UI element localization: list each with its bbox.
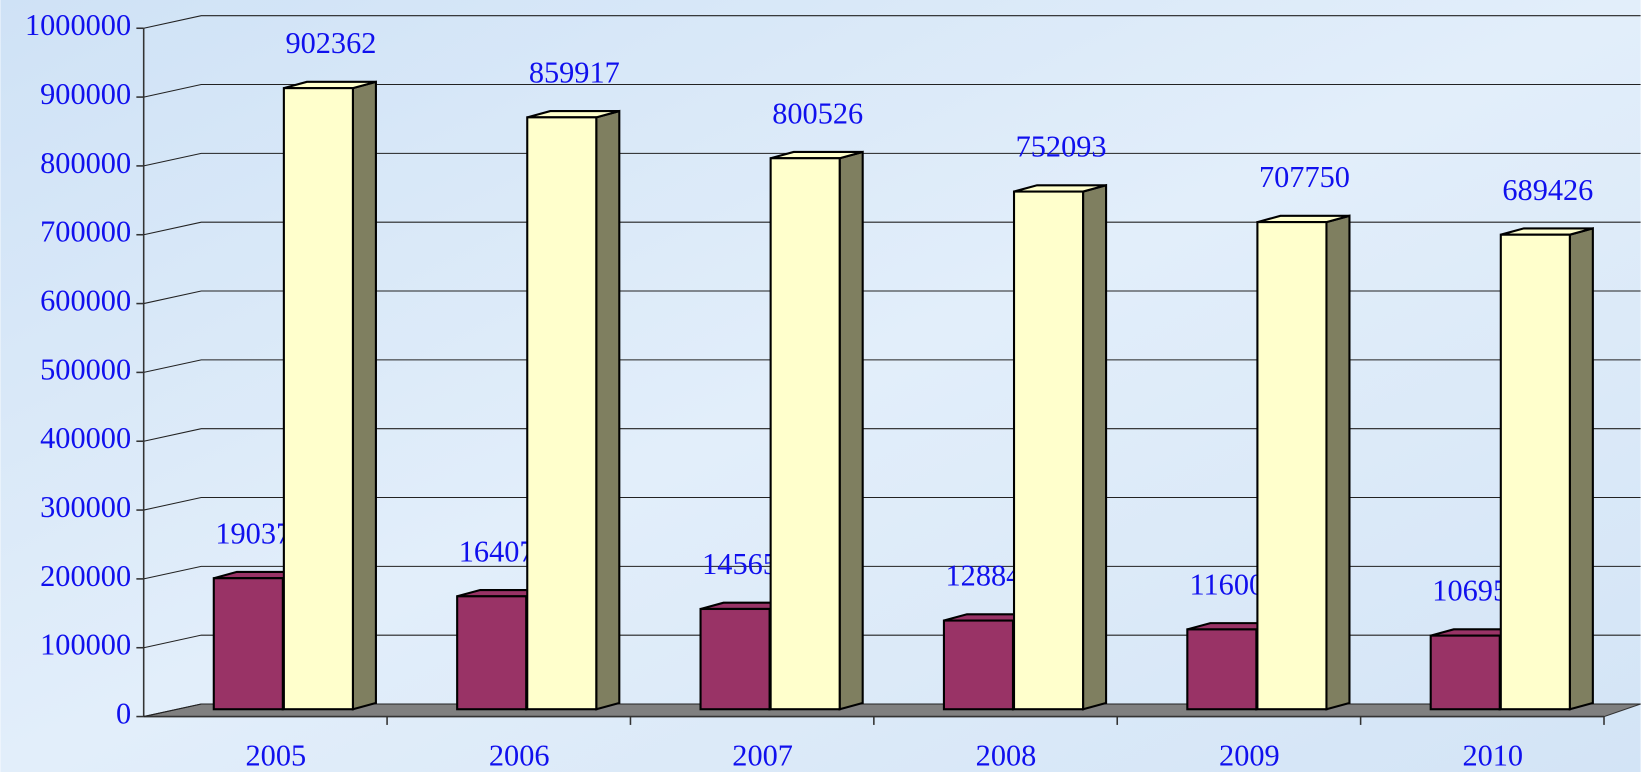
- y-tick-label: 200000: [40, 559, 131, 593]
- y-tick-label: 700000: [40, 215, 131, 249]
- x-tick-label: 2006: [489, 738, 550, 772]
- bar: [769, 157, 841, 711]
- grid-line: [143, 290, 1641, 305]
- bar: [282, 87, 354, 711]
- bar-side: [1568, 227, 1594, 711]
- x-tick-label: 2008: [976, 738, 1037, 772]
- y-tick-label: 300000: [40, 490, 131, 524]
- grid-line: [143, 703, 1641, 718]
- bar: [212, 577, 284, 711]
- grid-line: [143, 496, 1641, 511]
- data-label: 800526: [772, 96, 863, 130]
- data-label: 902362: [285, 26, 376, 60]
- data-label: 859917: [529, 55, 620, 89]
- x-tick-label: 2005: [246, 738, 307, 772]
- grid-line: [143, 634, 1641, 649]
- bar: [942, 619, 1015, 711]
- y-tick-label: 400000: [40, 421, 131, 455]
- bar: [526, 116, 598, 711]
- grid-line: [143, 359, 1641, 373]
- bar: [456, 595, 528, 711]
- bar: [1256, 221, 1328, 711]
- bar: [1429, 634, 1501, 711]
- grid-line: [143, 83, 1641, 98]
- bar: [1499, 233, 1571, 711]
- x-tick-label: 2009: [1219, 738, 1280, 772]
- x-tick-label: 2007: [732, 738, 793, 772]
- grid-line: [143, 221, 1641, 236]
- y-tick-label: 800000: [40, 146, 131, 180]
- bar: [1012, 190, 1085, 711]
- data-label: 752093: [1016, 130, 1107, 164]
- y-tick-label: 0: [116, 697, 131, 731]
- y-tick-label: 500000: [40, 352, 131, 386]
- grid-line: [143, 15, 1641, 29]
- x-tick-label: 2010: [1462, 738, 1523, 772]
- data-label: 689426: [1502, 173, 1593, 207]
- bar: [1186, 628, 1258, 711]
- data-label: 707750: [1259, 160, 1350, 194]
- bar: [699, 607, 771, 711]
- bar-side: [595, 109, 621, 711]
- y-tick-label: 900000: [40, 77, 131, 111]
- bar-side: [1325, 214, 1351, 711]
- bar-side: [1082, 183, 1108, 711]
- grid-line: [143, 565, 1641, 580]
- bar-side: [351, 80, 377, 711]
- bar-side: [838, 150, 864, 711]
- y-tick-label: 1000000: [25, 8, 131, 42]
- grid-line: [143, 152, 1641, 167]
- y-tick-label: 600000: [40, 284, 131, 318]
- grid-line: [143, 428, 1641, 442]
- y-tick-label: 100000: [40, 628, 131, 662]
